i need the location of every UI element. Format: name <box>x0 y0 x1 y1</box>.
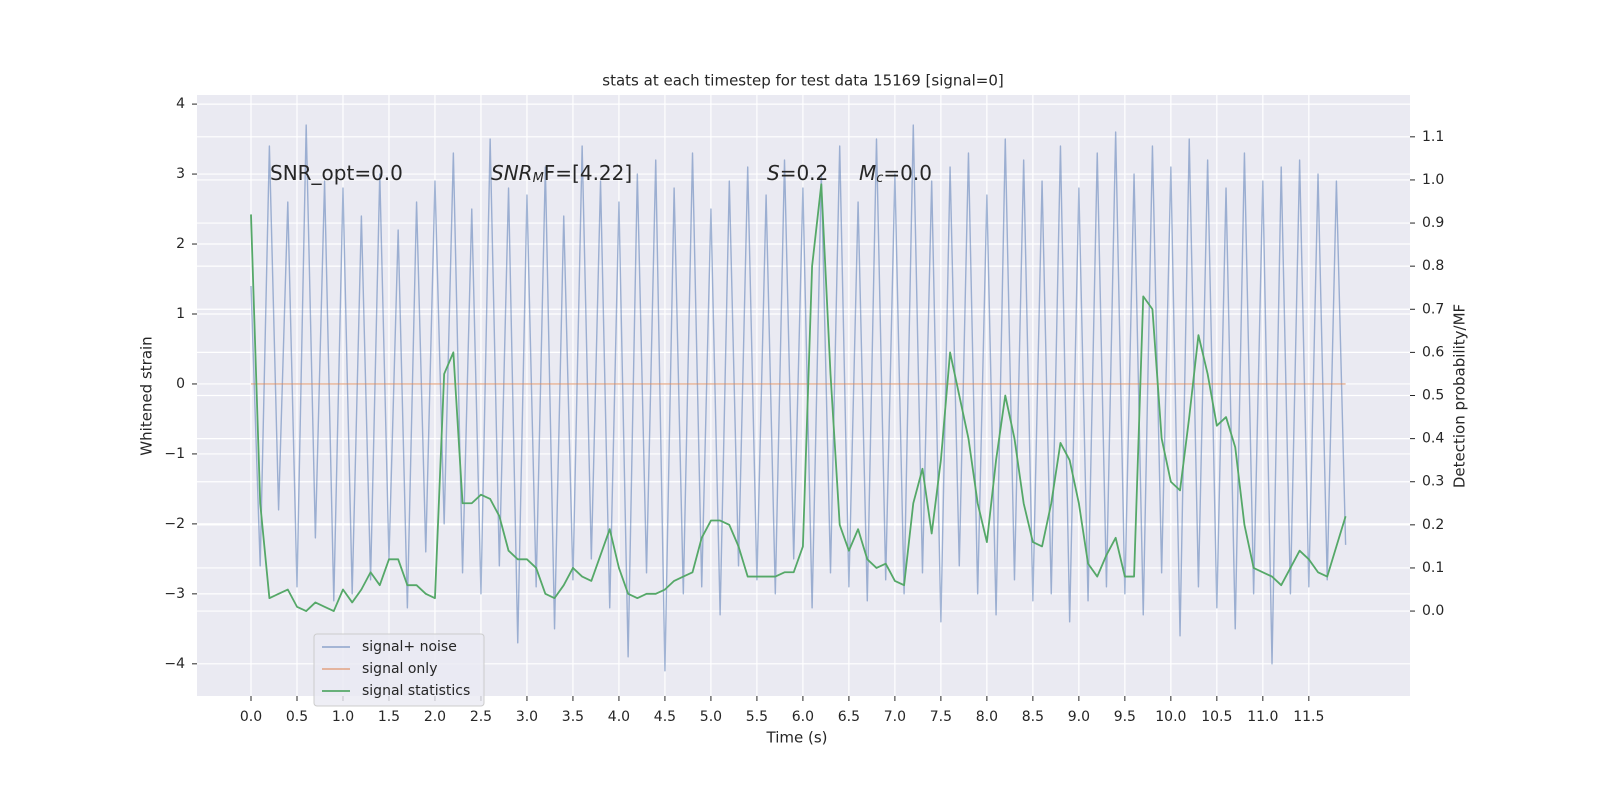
annotation: Mc=0.0 <box>859 161 932 186</box>
annotation-part: c <box>876 171 883 186</box>
legend-label: signal+ noise <box>362 639 457 655</box>
x-tick-label: 3.5 <box>562 709 584 725</box>
y2-tick-label: 0.2 <box>1422 517 1444 533</box>
y2-tick-label: 0.7 <box>1422 301 1444 317</box>
x-tick-label: 6.0 <box>792 709 814 725</box>
x-tick-label: 11.5 <box>1293 709 1324 725</box>
y2-tick-label: 1.0 <box>1422 172 1444 188</box>
x-tick-label: 5.0 <box>700 709 722 725</box>
x-tick-label: 5.5 <box>746 709 768 725</box>
y2-tick-label: 0.4 <box>1422 431 1444 447</box>
legend-label: signal statistics <box>362 683 470 699</box>
x-tick-label: 4.5 <box>654 709 676 725</box>
x-tick-label: 9.0 <box>1068 709 1090 725</box>
annotation-part: SNR_opt=0.0 <box>270 161 403 185</box>
y-axis-label: Whitened strain <box>138 336 156 455</box>
x-tick-label: 4.0 <box>608 709 630 725</box>
legend-box <box>313 633 485 707</box>
x-tick-label: 6.5 <box>838 709 860 725</box>
x-tick-label: 7.5 <box>930 709 952 725</box>
y2-tick-label: 0.6 <box>1422 344 1444 360</box>
y2-tick-label: 0.5 <box>1422 388 1444 404</box>
legend-label: signal only <box>362 661 437 677</box>
x-tick-label: 2.0 <box>424 709 446 725</box>
x-tick-label: 8.5 <box>1022 709 1044 725</box>
y-tick-label: 1 <box>176 306 185 322</box>
x-tick-label: 7.0 <box>884 709 906 725</box>
annotation-part: SNR <box>491 161 533 185</box>
y-tick-label: 0 <box>176 376 185 392</box>
annotation-part: =0.0 <box>883 161 932 185</box>
x-tick-label: 0.0 <box>240 709 262 725</box>
y2-tick-label: 0.8 <box>1422 258 1444 274</box>
annotation: SNR_opt=0.0 <box>270 161 403 185</box>
y2-axis-label: Detection probability/MF <box>1451 304 1469 488</box>
y2-tick-label: 0.9 <box>1422 215 1444 231</box>
annotation-part: F=[4.22] <box>544 161 632 185</box>
x-tick-label: 3.0 <box>516 709 538 725</box>
series-line <box>250 124 1347 672</box>
y-tick-label: 3 <box>176 166 185 182</box>
y-tick-label: −3 <box>164 586 185 602</box>
x-axis-label: Time (s) <box>766 729 828 747</box>
series-line <box>250 183 1347 612</box>
y-tick-label: −1 <box>164 446 185 462</box>
overlay: 0.0 0.5 1.0 1.5 2.0 2.5 3.0 3.5 4.0 4.5 5.0 5.5 6.0 6… <box>164 96 1444 725</box>
chart-title: stats at each timestep for test data 151… <box>602 72 1003 90</box>
x-tick-label: 9.5 <box>1114 709 1136 725</box>
x-tick-label: 10.0 <box>1155 709 1186 725</box>
annotation-part: S <box>767 161 780 185</box>
x-tick-label: 2.5 <box>470 709 492 725</box>
y2-tick-label: 0.3 <box>1422 474 1444 490</box>
annotation-part: M <box>859 161 876 185</box>
y-tick-label: −4 <box>164 656 185 672</box>
annotation-part: =0.2 <box>780 161 829 185</box>
series-layer <box>250 124 1347 672</box>
y2-tick-label: 1.1 <box>1422 129 1444 145</box>
x-tick-label: 0.5 <box>286 709 308 725</box>
x-tick-label: 11.0 <box>1247 709 1278 725</box>
y2-tick-label: 0.0 <box>1422 603 1444 619</box>
annotation: S=0.2 <box>767 161 828 185</box>
x-tick-label: 10.5 <box>1201 709 1232 725</box>
y-tick-label: 2 <box>176 236 185 252</box>
annotation-part: M <box>533 171 544 186</box>
y-tick-label: −2 <box>164 516 185 532</box>
x-tick-label: 8.0 <box>976 709 998 725</box>
annotation: SNRMF=[4.22] <box>491 161 632 186</box>
y-tick-label: 4 <box>176 96 185 112</box>
x-tick-label: 1.5 <box>378 709 400 725</box>
x-tick-label: 1.0 <box>332 709 354 725</box>
y2-tick-label: 0.1 <box>1422 560 1444 576</box>
